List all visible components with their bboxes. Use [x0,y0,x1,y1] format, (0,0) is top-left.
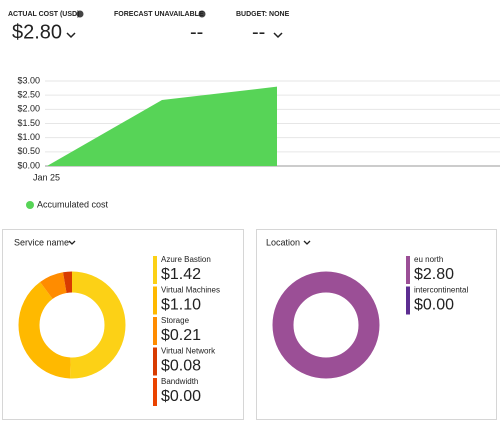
kpi-label: FORECAST UNAVAILABLE [114,11,204,18]
service-panel [2,229,244,420]
legend-swatch [153,286,157,315]
area [47,86,277,166]
legend-label: Virtual Network [161,347,216,356]
legend-label: Virtual Machines [161,286,220,295]
dropdown-chevron[interactable] [66,32,76,39]
legend-value: $0.08 [161,358,201,375]
legend-label: Accumulated cost [37,199,109,209]
legend-label: Storage [161,316,190,325]
legend-value: $1.10 [161,297,201,314]
dropdown-chevron[interactable] [68,240,76,245]
y-tick-label: $2.00 [17,104,40,114]
info-icon[interactable] [198,10,206,18]
legend-swatch [153,378,157,406]
donut-slice [18,271,126,379]
legend-swatch [153,347,157,376]
info-icon[interactable] [76,10,84,18]
legend-swatch [153,317,157,345]
y-tick-label: $3.00 [17,75,40,85]
legend-value: $0.00 [161,388,201,405]
y-tick-label: $1.50 [17,118,40,128]
dropdown-chevron[interactable] [273,32,283,39]
legend-swatch [26,201,34,209]
legend-label: Azure Bastion [161,255,211,264]
kpi-value: -- [252,21,265,43]
y-tick-label: $2.50 [17,90,40,100]
kpi-label: BUDGET: NONE [236,11,290,18]
legend-swatch [406,256,410,284]
legend-value: $1.42 [161,266,201,283]
panel-title[interactable]: Location [266,237,300,247]
legend-label: Bandwidth [161,377,198,386]
y-tick-label: $1.00 [17,132,40,142]
y-tick-label: $0.00 [17,160,40,170]
legend-swatch [153,256,157,284]
legend-label: intercontinental [414,286,468,295]
legend-value: $2.80 [414,266,454,283]
legend-label: eu north [414,255,443,264]
dropdown-chevron[interactable] [303,240,311,245]
kpi-value: $2.80 [12,21,62,43]
donut-slice [272,271,380,379]
legend-swatch [406,286,410,315]
legend-value: $0.21 [161,327,201,344]
x-tick-label: Jan 25 [33,172,60,182]
kpi-label: ACTUAL COST (USD) [8,11,79,18]
panel-title[interactable]: Service name [14,237,69,247]
location-panel [256,229,497,420]
donut-slice [18,271,126,379]
legend-value: $0.00 [414,297,454,314]
y-tick-label: $0.50 [17,146,40,156]
kpi-value: -- [190,21,203,43]
